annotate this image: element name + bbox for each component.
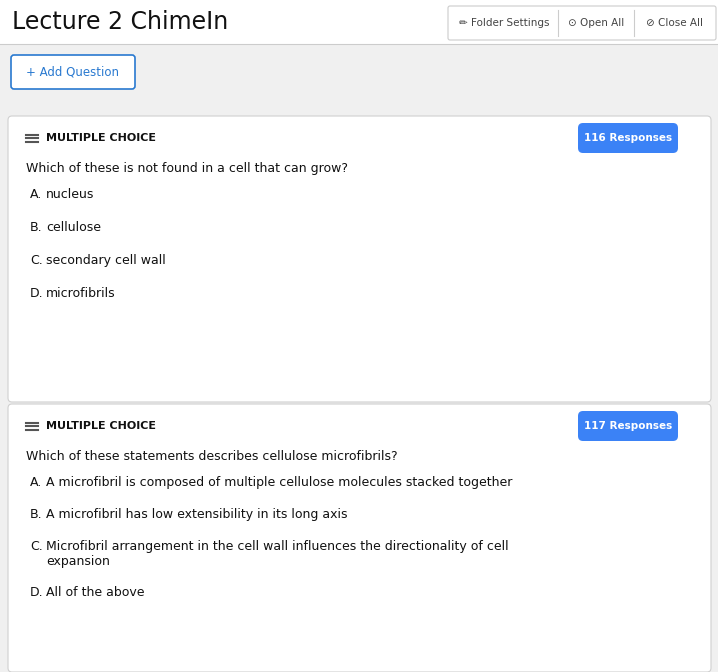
Text: All of the above: All of the above: [46, 586, 144, 599]
Text: B.: B.: [30, 508, 42, 521]
Text: D.: D.: [30, 287, 44, 300]
Text: 116 Responses: 116 Responses: [584, 133, 672, 143]
Text: A.: A.: [30, 188, 42, 201]
Text: ⊘ Close All: ⊘ Close All: [645, 18, 702, 28]
FancyBboxPatch shape: [8, 404, 711, 672]
Text: secondary cell wall: secondary cell wall: [46, 254, 166, 267]
Text: B.: B.: [30, 221, 42, 234]
FancyBboxPatch shape: [11, 55, 135, 89]
Text: MULTIPLE CHOICE: MULTIPLE CHOICE: [46, 133, 156, 143]
Text: ⊙ Open All: ⊙ Open All: [568, 18, 624, 28]
Text: Lecture 2 ChimeIn: Lecture 2 ChimeIn: [12, 10, 228, 34]
FancyBboxPatch shape: [578, 411, 678, 441]
Text: MULTIPLE CHOICE: MULTIPLE CHOICE: [46, 421, 156, 431]
Text: + Add Question: + Add Question: [27, 65, 119, 79]
Text: C.: C.: [30, 540, 43, 553]
FancyBboxPatch shape: [8, 116, 711, 402]
Text: Which of these is not found in a cell that can grow?: Which of these is not found in a cell th…: [26, 162, 348, 175]
Text: A microfibril is composed of multiple cellulose molecules stacked together: A microfibril is composed of multiple ce…: [46, 476, 513, 489]
Text: Microfibril arrangement in the cell wall influences the directionality of cell
e: Microfibril arrangement in the cell wall…: [46, 540, 508, 568]
Text: D.: D.: [30, 586, 44, 599]
Text: 117 Responses: 117 Responses: [584, 421, 672, 431]
Text: microfibrils: microfibrils: [46, 287, 116, 300]
Text: nucleus: nucleus: [46, 188, 94, 201]
Bar: [0, 0, 718, 44]
FancyBboxPatch shape: [448, 6, 716, 40]
Text: A.: A.: [30, 476, 42, 489]
Text: A microfibril has low extensibility in its long axis: A microfibril has low extensibility in i…: [46, 508, 348, 521]
Text: cellulose: cellulose: [46, 221, 101, 234]
Text: C.: C.: [30, 254, 43, 267]
Text: Which of these statements describes cellulose microfibrils?: Which of these statements describes cell…: [26, 450, 398, 463]
FancyBboxPatch shape: [578, 123, 678, 153]
Text: ✏ Folder Settings: ✏ Folder Settings: [459, 18, 549, 28]
